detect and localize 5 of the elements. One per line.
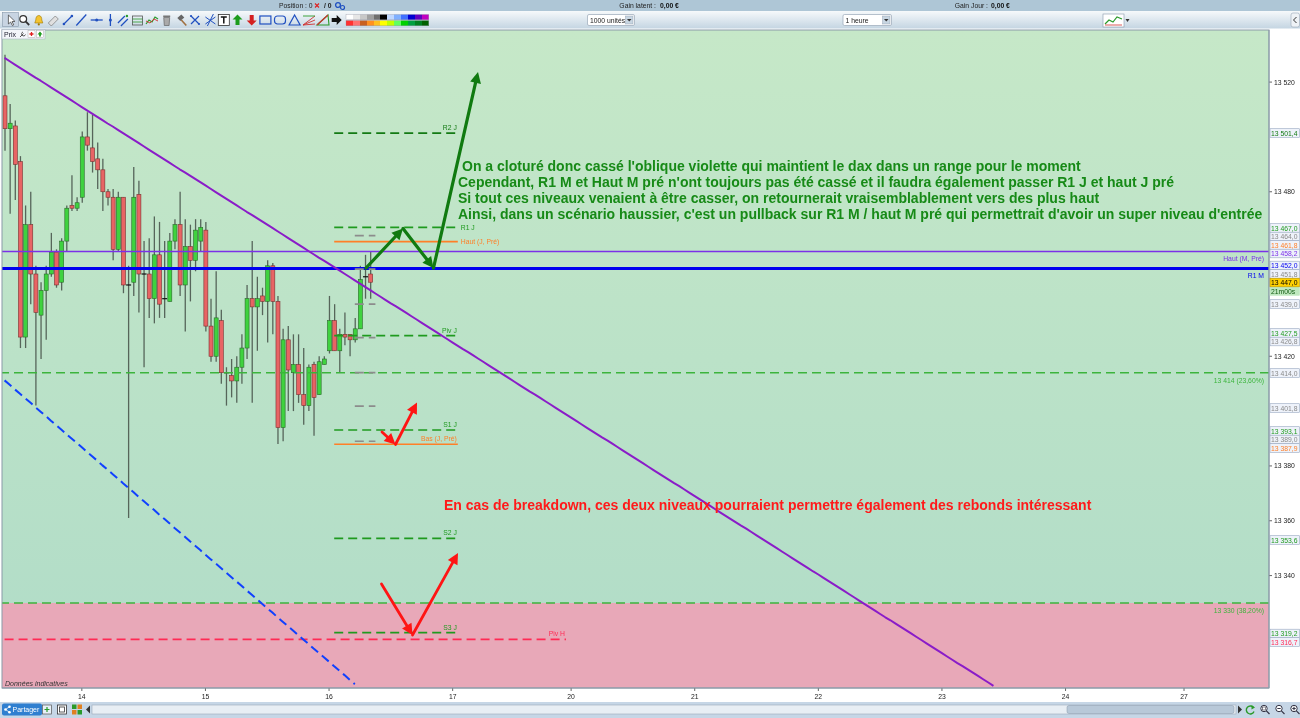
annotation: Cependant, R1 M et Haut M pré n'ont toujours pas été cassé et il faudra également passer R1 J et haut J pré: [458, 173, 1175, 190]
annotation: Ainsi, dans un scénario haussier, c'est un pullback sur R1 M / haut M pré qui permettrait d'avoir un super niveau d'entrée: [458, 205, 1263, 222]
annotation: On a cloturé donc cassé l'oblique violette qui maintient le dax dans un range pour le moment: [462, 157, 1081, 174]
annotation: En cas de breakdown, ces deux niveaux pourraient permettre également des rebonds intéressant: [444, 497, 1092, 513]
annotation: Si tout ces niveaux venaient à être casser, on retournerait vraisemblablement vers des plus haut: [458, 189, 1100, 206]
